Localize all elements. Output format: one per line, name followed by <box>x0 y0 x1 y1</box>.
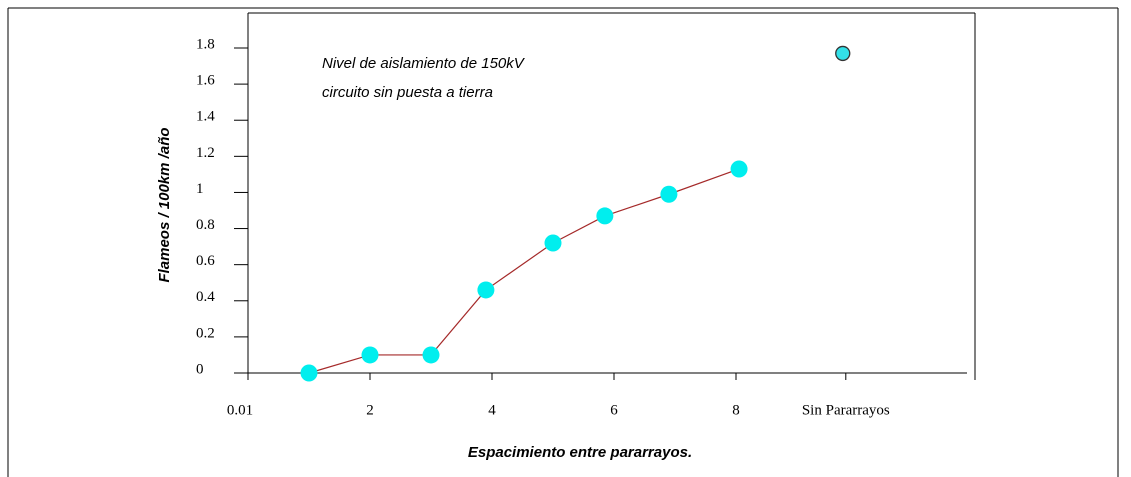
x-tick-label: 8 <box>732 402 740 418</box>
x-tick-label: Sin Pararrayos <box>802 402 890 418</box>
point <box>544 234 562 252</box>
x-tick-label: 2 <box>366 402 374 418</box>
x-tick-label: 6 <box>610 402 618 418</box>
line <box>308 168 740 374</box>
point <box>730 160 748 178</box>
x-tick-label: 0.01 <box>227 402 253 418</box>
point <box>477 281 495 299</box>
y-tick-label: 1 <box>196 181 204 197</box>
y-tick-label: 0.2 <box>196 325 215 341</box>
y-tick-label: 1.6 <box>196 73 215 89</box>
y-tick-label: 0.4 <box>196 289 215 305</box>
annotation: Nivel de aislamiento de 150kV <box>322 55 526 72</box>
annotation: circuito sin puesta a tierra <box>322 84 493 101</box>
point <box>596 207 614 225</box>
x-axis-label: Espacimiento entre pararrayos. <box>468 444 692 461</box>
point <box>835 45 851 62</box>
y-tick-label: 1.2 <box>196 145 215 161</box>
y-tick-label: 1.8 <box>196 36 215 52</box>
y-tick-label: 0 <box>196 361 204 377</box>
x-tick-label: 4 <box>488 402 496 418</box>
y-tick-label: 0.6 <box>196 253 215 269</box>
point <box>361 346 379 364</box>
point <box>300 364 318 382</box>
point <box>660 185 678 203</box>
y-axis-label: Flameos / 100km /año <box>156 127 173 282</box>
y-tick-label: 1.4 <box>196 109 215 125</box>
point <box>422 346 440 364</box>
y-tick-label: 0.8 <box>196 217 215 233</box>
